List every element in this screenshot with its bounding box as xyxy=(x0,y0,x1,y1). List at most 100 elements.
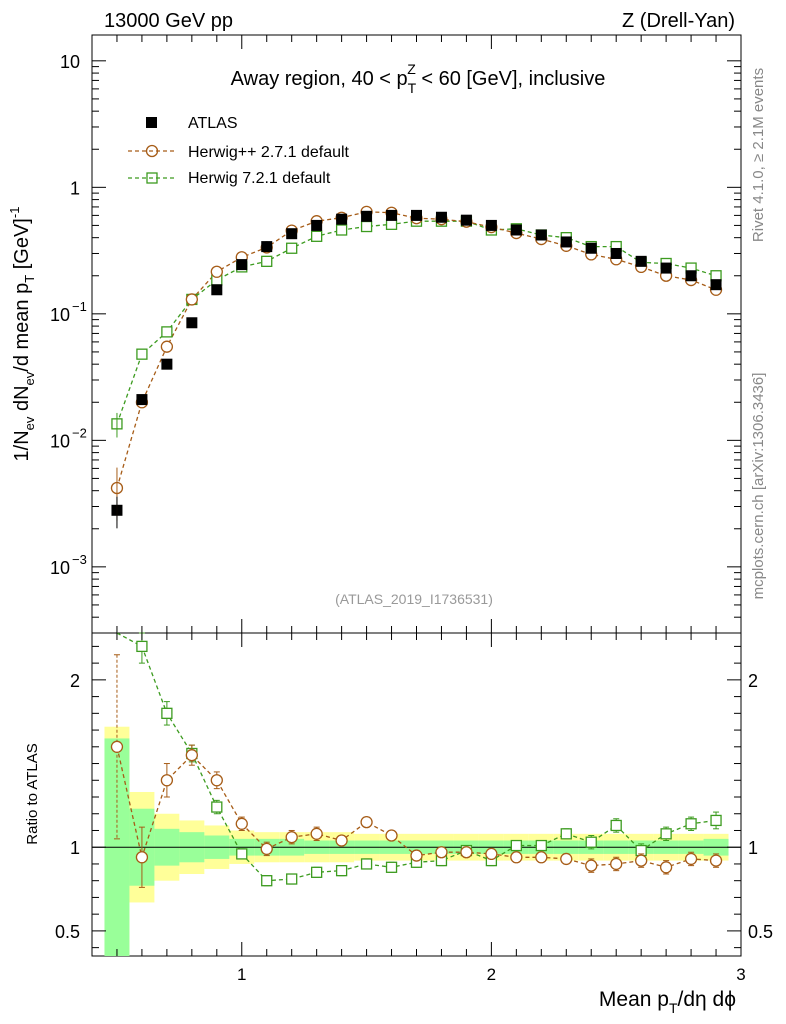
y-tick-label: 1 xyxy=(70,178,80,198)
herwig7-ratio-point xyxy=(236,848,248,860)
herwig7-point xyxy=(335,224,348,236)
herwigpp-ratio-point xyxy=(335,834,348,847)
herwigpp-ratio-point xyxy=(285,831,298,844)
herwigpp-ratio-point xyxy=(510,851,523,864)
herwig7-ratio-point xyxy=(211,801,223,813)
herwigpp-ratio-point xyxy=(535,851,548,864)
herwigpp-ratio-point xyxy=(610,857,623,871)
herwig7-ratio-point xyxy=(335,864,348,877)
atlas-point xyxy=(535,229,547,241)
herwigpp-ratio-point xyxy=(160,774,174,787)
herwigpp-ratio-point xyxy=(684,852,698,866)
y-tick-label: 10 xyxy=(50,431,70,451)
herwig7-point xyxy=(161,326,173,338)
x-tick-label: 1 xyxy=(237,965,246,984)
legend-herwig7-label: Herwig 7.2.1 default xyxy=(188,170,331,187)
herwigpp-ratio-point xyxy=(659,861,673,874)
ratio-marks xyxy=(110,632,723,888)
atlas-point xyxy=(211,284,223,296)
herwigpp-ratio-point xyxy=(709,854,723,867)
ratio-y-tick-label: 1 xyxy=(70,838,80,858)
ratio-panel-frame xyxy=(91,632,742,957)
ratio-y-tick-label-right: 2 xyxy=(748,671,758,691)
herwigpp-ratio-point xyxy=(560,852,573,866)
x-axis-label: Mean pT/dη dϕ xyxy=(599,988,736,1016)
herwigpp-ratio-point xyxy=(635,854,648,867)
atlas-point xyxy=(685,270,697,282)
legend-atlas-label: ATLAS xyxy=(188,115,238,132)
atlas-point xyxy=(560,236,572,248)
herwigpp-ratio-point xyxy=(260,842,273,856)
atlas-point xyxy=(635,255,647,267)
herwigpp-ratio-point xyxy=(585,859,598,872)
ratio-y-tick-label: 2 xyxy=(70,671,80,691)
mcplots-label: mcplots.cern.ch [arXiv:1306.3436] xyxy=(750,373,767,600)
legend-herwigpp-marker xyxy=(145,144,159,158)
atlas-point xyxy=(610,247,622,259)
herwig7-ratio-point xyxy=(610,819,622,832)
herwig7-ratio-point xyxy=(685,818,697,830)
herwigpp-ratio-point xyxy=(360,815,373,829)
herwig7-point xyxy=(136,348,148,360)
y-tick-label: 10 xyxy=(50,558,70,578)
main-marks xyxy=(110,205,723,529)
herwig7-point xyxy=(261,255,273,267)
legend-herwigpp-label: Herwig++ 2.7.1 default xyxy=(188,144,350,161)
herwig7-ratio-point xyxy=(161,707,173,719)
y-tick-exponent: −1 xyxy=(72,299,87,314)
ratio-y-tick-label-right: 1 xyxy=(748,838,758,858)
ratio-y-axis-label: Ratio to ATLAS xyxy=(24,743,41,844)
herwigpp-ratio-point xyxy=(235,817,248,830)
herwigpp-ratio-point xyxy=(435,846,448,859)
header-left: 13000 GeV pp xyxy=(104,10,233,32)
herwig7-line xyxy=(116,220,717,425)
legend-atlas-marker xyxy=(146,117,157,128)
atlas-point xyxy=(386,209,398,221)
atlas-point xyxy=(161,358,173,370)
herwig7-ratio-point xyxy=(710,814,722,827)
herwigpp-ratio-point xyxy=(185,749,198,762)
herwigpp-point xyxy=(210,265,223,278)
herwigpp-line xyxy=(116,211,717,489)
x-tick-label: 3 xyxy=(736,965,745,984)
herwig7-point xyxy=(311,230,323,242)
atlas-point xyxy=(186,317,198,329)
herwig7-ratio-point xyxy=(385,861,398,873)
herwig7-ratio-point xyxy=(286,873,298,885)
herwigpp-ratio-point xyxy=(485,847,498,861)
herwigpp-point xyxy=(160,340,174,353)
atlas-point xyxy=(286,228,298,240)
atlas-point xyxy=(411,209,422,221)
herwigpp-ratio-point xyxy=(410,849,423,862)
atlas-point xyxy=(361,210,373,222)
atlas-point xyxy=(435,211,447,223)
herwigpp-ratio-point xyxy=(310,827,323,840)
header-right: Z (Drell-Yan) xyxy=(622,10,735,32)
herwig7-ratio-point xyxy=(535,839,547,852)
herwig7-ratio-point xyxy=(585,836,597,848)
herwigpp-ratio-point xyxy=(135,851,149,864)
y-tick-label: 10 xyxy=(60,52,80,72)
y-tick-exponent: −2 xyxy=(72,425,87,440)
herwigpp-point xyxy=(185,293,198,306)
atlas-point xyxy=(311,219,323,231)
atlas-point xyxy=(136,394,148,406)
herwig7-ratio-point xyxy=(311,866,323,878)
herwig7-ratio-point xyxy=(660,828,672,840)
analysis-id: (ATLAS_2019_I1736531) xyxy=(335,591,493,607)
herwig7-ratio-point xyxy=(136,640,148,653)
legend: ATLAS Herwig++ 2.7.1 default Herwig 7.2.… xyxy=(128,115,350,187)
herwigpp-ratio-point xyxy=(210,774,223,787)
herwig7-point xyxy=(360,220,373,233)
ratio-y-tick-label: 0.5 xyxy=(55,922,80,942)
x-tick-label: 2 xyxy=(487,965,496,984)
atlas-point xyxy=(585,242,597,254)
chart-title: Away region, 40 < pTZ < 60 [GeV], inclus… xyxy=(231,61,606,96)
rivet-label: Rivet 4.1.0, ≥ 2.1M events xyxy=(750,68,767,242)
y-tick-exponent: −3 xyxy=(72,552,87,567)
herwigpp-ratio-point xyxy=(385,829,398,842)
herwig7-ratio-point xyxy=(510,839,522,852)
atlas-point xyxy=(710,279,722,291)
